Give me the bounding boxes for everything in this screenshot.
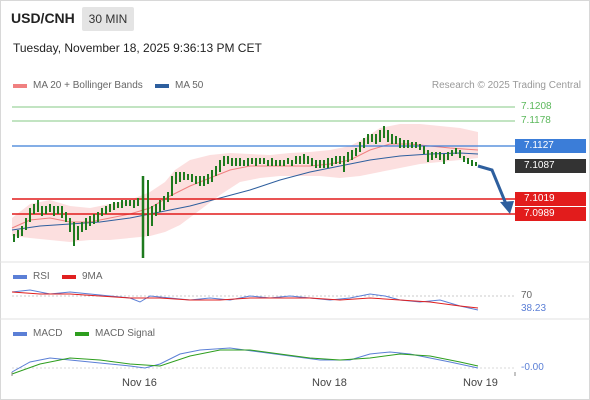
forecast-arrow [477, 164, 508, 205]
credit-text: Research © 2025 Trading Central [431, 80, 581, 91]
legend-ma50: MA 50 [155, 80, 203, 91]
rsi-ma-line [11, 291, 479, 309]
rsi-upper-label: 70 [521, 290, 533, 301]
x-label-nov16: Nov 16 [122, 377, 157, 389]
legend-ma50-swatch [155, 83, 169, 88]
legend-macd-signal-label: MACD Signal [95, 328, 156, 339]
level-label-r1: 7.1178 [521, 115, 551, 126]
macd-signal-line [11, 349, 479, 375]
forecast-arrowhead [500, 201, 514, 214]
legend-macd-signal-swatch [75, 331, 89, 336]
symbol-title: USD/CNH [11, 10, 75, 26]
rsi-line [11, 289, 479, 311]
rsi-value-label: 38.23 [521, 303, 547, 314]
legend-rsi-ma-label: 9MA [82, 271, 103, 282]
x-label-nov18: Nov 18 [312, 377, 347, 389]
macd-value-label: -0.00 [521, 362, 544, 373]
legend-rsi-swatch [13, 274, 27, 279]
legend-ma20: MA 20 + Bollinger Bands [13, 80, 143, 91]
legend-rsi-ma: 9MA [62, 271, 103, 282]
legend-ma50-label: MA 50 [175, 80, 204, 91]
legend-rsi-ma-swatch [62, 274, 76, 279]
timeframe-button[interactable]: 30 MIN [82, 7, 134, 31]
candles [13, 126, 477, 258]
legend-macd-label: MACD [33, 328, 63, 339]
legend-macd-signal: MACD Signal [75, 328, 155, 339]
x-label-nov19: Nov 19 [463, 377, 498, 389]
legend-rsi-label: RSI [33, 271, 50, 282]
last-price-label: 7.1087 [515, 159, 586, 173]
level-label-s2: 7.0989 [515, 207, 586, 221]
datetime-label: Tuesday, November 18, 2025 9:36:13 PM CE… [13, 41, 262, 55]
legend-rsi: RSI [13, 271, 50, 282]
legend-ma20-label: MA 20 + Bollinger Bands [33, 80, 143, 91]
bollinger-band [12, 124, 478, 242]
level-label-r2: 7.1208 [521, 101, 552, 112]
level-label-pivot: 7.1127 [515, 139, 586, 153]
level-label-s1: 7.1019 [515, 192, 586, 206]
legend-ma20-swatch [13, 83, 27, 88]
macd-line [11, 347, 479, 373]
legend-macd-swatch [13, 331, 27, 336]
legend-macd: MACD [13, 328, 62, 339]
